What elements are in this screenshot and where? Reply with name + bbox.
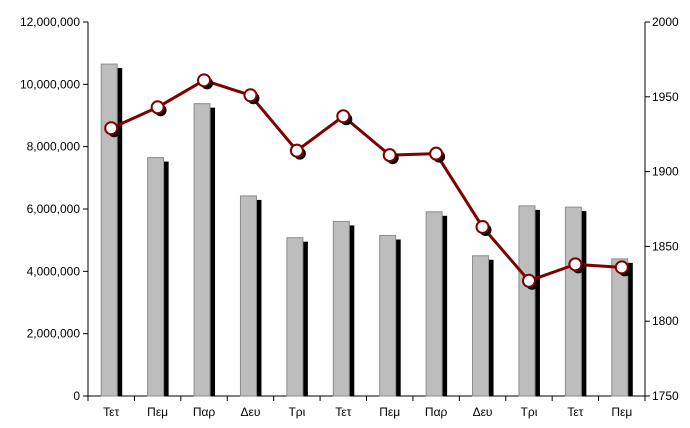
bar	[100, 63, 118, 397]
x-tick-label: Πεμ	[611, 405, 632, 419]
line-point	[429, 146, 444, 161]
line-point	[568, 257, 583, 272]
bar	[425, 211, 443, 397]
left-tick-label: 8,000,000	[27, 140, 81, 154]
line-point	[475, 219, 490, 234]
x-tick-label: Πεμ	[147, 405, 168, 419]
bar	[286, 237, 304, 397]
right-tick-label: 1900	[652, 165, 679, 179]
x-tick-label: Δευ	[473, 405, 493, 419]
x-tick-label: Τρι	[521, 405, 538, 419]
line-point	[521, 273, 536, 288]
right-tick-label: 1800	[652, 314, 679, 328]
left-tick-label: 0	[73, 389, 80, 403]
left-tick-label: 6,000,000	[27, 202, 81, 216]
left-tick-label: 2,000,000	[27, 327, 81, 341]
bar	[564, 206, 582, 397]
line-point	[197, 73, 212, 88]
line-point	[614, 260, 629, 275]
line-point	[336, 109, 351, 124]
x-tick-label: Παρ	[425, 405, 448, 419]
x-tick-label: Τρι	[288, 405, 305, 419]
right-tick-label: 1850	[652, 239, 679, 253]
x-tick-label: Τετ	[103, 405, 119, 419]
x-tick-label: Δευ	[240, 405, 260, 419]
bar	[611, 258, 629, 397]
right-tick-label: 2000	[652, 15, 679, 29]
line-point	[243, 88, 258, 103]
right-tick-label: 1950	[652, 90, 679, 104]
left-tick-label: 10,000,000	[20, 77, 80, 91]
bar	[239, 195, 257, 397]
right-tick-label: 1750	[652, 389, 679, 403]
bar	[332, 220, 350, 397]
bar	[147, 157, 165, 397]
line-point	[382, 148, 397, 163]
line-series	[110, 78, 622, 283]
line-point	[289, 143, 304, 158]
bar	[472, 255, 490, 397]
left-tick-label: 12,000,000	[20, 15, 80, 29]
bar	[193, 103, 211, 397]
x-tick-label: Πεμ	[379, 405, 400, 419]
x-tick-label: Τετ	[335, 405, 351, 419]
x-tick-label: Παρ	[193, 405, 216, 419]
line-point	[104, 121, 119, 136]
bar	[518, 205, 536, 397]
x-tick-label: Τετ	[567, 405, 583, 419]
left-tick-label: 4,000,000	[27, 264, 81, 278]
line-point	[150, 100, 165, 115]
bar	[379, 234, 397, 397]
